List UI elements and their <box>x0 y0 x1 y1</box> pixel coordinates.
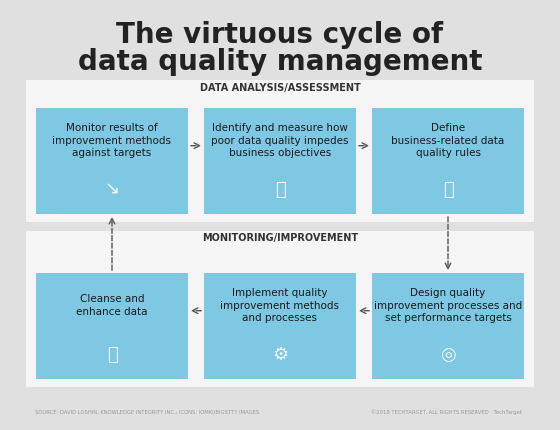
FancyBboxPatch shape <box>26 80 534 222</box>
Text: SOURCE: DAVID LOSHIN, KNOWLEDGE INTEGRITY INC.; ICONS: IOMKI/BIGSTTY IMAGES: SOURCE: DAVID LOSHIN, KNOWLEDGE INTEGRIT… <box>35 409 259 415</box>
Text: Monitor results of
improvement methods
against targets: Monitor results of improvement methods a… <box>53 123 171 158</box>
FancyBboxPatch shape <box>372 273 524 379</box>
FancyBboxPatch shape <box>204 108 356 214</box>
Text: ⫽: ⫽ <box>106 346 118 363</box>
Text: ⚙: ⚙ <box>272 346 288 363</box>
Text: Define
business-related data
quality rules: Define business-related data quality rul… <box>391 123 505 158</box>
FancyBboxPatch shape <box>204 273 356 379</box>
Text: ◎: ◎ <box>440 346 456 363</box>
Text: ↘: ↘ <box>104 181 120 199</box>
FancyBboxPatch shape <box>36 273 188 379</box>
FancyBboxPatch shape <box>36 108 188 214</box>
Text: Cleanse and
enhance data: Cleanse and enhance data <box>76 294 148 317</box>
Text: Design quality
improvement processes and
set performance targets: Design quality improvement processes and… <box>374 288 522 323</box>
FancyBboxPatch shape <box>372 108 524 214</box>
Text: ©2018 TECHTARGET. ALL RIGHTS RESERVED   TechTarget: ©2018 TECHTARGET. ALL RIGHTS RESERVED Te… <box>371 409 522 415</box>
Text: The virtuous cycle of: The virtuous cycle of <box>116 21 444 49</box>
Text: 📋: 📋 <box>442 181 454 199</box>
FancyBboxPatch shape <box>26 231 534 387</box>
Text: data quality management: data quality management <box>78 48 482 76</box>
Text: Identify and measure how
poor data quality impedes
business objectives: Identify and measure how poor data quali… <box>211 123 349 158</box>
Text: 🔍: 🔍 <box>274 181 286 199</box>
Text: Implement quality
improvement methods
and processes: Implement quality improvement methods an… <box>221 288 339 323</box>
Text: DATA ANALYSIS/ASSESSMENT: DATA ANALYSIS/ASSESSMENT <box>199 83 361 93</box>
Text: MONITORING/IMPROVEMENT: MONITORING/IMPROVEMENT <box>202 233 358 243</box>
